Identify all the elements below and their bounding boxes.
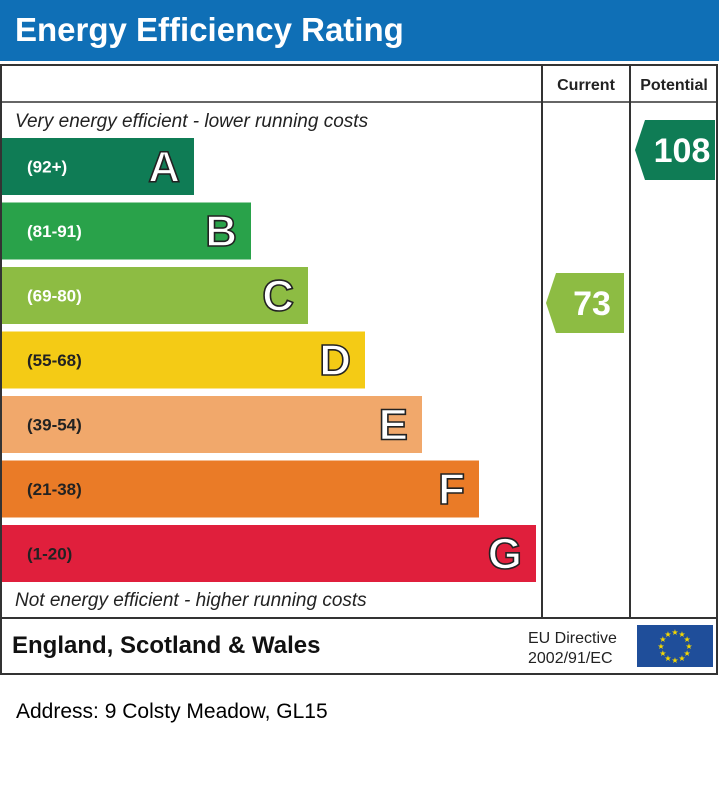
eu-star-icon: ★ — [664, 654, 671, 663]
band-b: (81-91) B — [2, 202, 251, 260]
band-range-label: (1-20) — [27, 545, 72, 564]
band-bar — [2, 331, 365, 389]
band-letter: G — [488, 530, 522, 579]
band-bar — [2, 525, 536, 582]
band-letter: A — [148, 143, 180, 192]
band-letter: B — [205, 207, 237, 256]
eu-star-icon: ★ — [657, 642, 664, 651]
current-rating-indicator-value: 73 — [573, 285, 611, 323]
page-title: Energy Efficiency Rating — [15, 11, 404, 48]
band-range-label: (92+) — [27, 158, 67, 177]
current-column-label: Current — [557, 77, 615, 94]
band-letter: F — [438, 465, 465, 514]
eu-star-icon: ★ — [671, 656, 678, 665]
region-label: England, Scotland & Wales — [12, 632, 320, 659]
current-rating-indicator: 73 — [546, 273, 624, 333]
header-bar: Energy Efficiency Rating — [0, 0, 719, 61]
rating-indicators: 73 108 — [546, 120, 715, 333]
band-range-label: (55-68) — [27, 351, 82, 370]
band-bar — [2, 267, 308, 324]
band-c: (69-80) C — [2, 267, 308, 324]
band-g: (1-20) G — [2, 525, 536, 582]
eu-star-icon: ★ — [659, 649, 666, 658]
potential-rating-indicator: 108 — [635, 120, 715, 180]
band-bar — [2, 202, 251, 260]
eu-star-icon: ★ — [684, 649, 691, 658]
eu-flag-icon: ★★★★★★★★★ ★ ★★ — [637, 625, 713, 667]
band-range-label: (81-91) — [27, 222, 82, 241]
potential-column-label: Potential — [640, 77, 708, 94]
current-rating-indicator-shape — [546, 273, 624, 333]
eu-star-icon: ★ — [664, 630, 671, 639]
bottom-efficiency-note: Not energy efficient - higher running co… — [15, 590, 367, 611]
band-bar — [2, 396, 422, 453]
rating-bands: (92+) A (81-91) B (69-80) C (55-68) D (39-54) E (2… — [2, 138, 536, 582]
eu-star-icon: ★ — [678, 630, 685, 639]
eu-directive-number: 2002/91/EC — [528, 650, 613, 667]
eu-star-icon: ★ — [678, 654, 685, 663]
energy-rating-chart: Current Potential Very energy efficient … — [0, 64, 718, 675]
band-f: (21-38) F — [2, 460, 479, 518]
band-letter: C — [262, 272, 294, 321]
band-range-label: (21-38) — [27, 480, 82, 499]
band-bar — [2, 138, 194, 195]
band-e: (39-54) E — [2, 396, 422, 453]
band-letter: E — [379, 401, 408, 450]
band-range-label: (69-80) — [27, 287, 82, 306]
eu-star-icon: ★ — [685, 642, 692, 651]
property-address: Address: 9 Colsty Meadow, GL15 — [16, 700, 328, 723]
potential-rating-indicator-value: 108 — [654, 132, 711, 170]
eu-star-icon: ★ — [659, 635, 666, 644]
eu-star-icon: ★ — [671, 628, 678, 637]
band-range-label: (39-54) — [27, 416, 82, 435]
band-bar — [2, 460, 479, 518]
top-efficiency-note: Very energy efficient - lower running co… — [15, 111, 369, 132]
eu-directive-label: EU Directive — [528, 630, 617, 647]
potential-rating-indicator-shape — [635, 120, 715, 180]
eu-star-icon: ★ — [684, 635, 691, 644]
band-a: (92+) A — [2, 138, 194, 195]
band-d: (55-68) D — [2, 331, 365, 389]
band-letter: D — [319, 336, 351, 385]
